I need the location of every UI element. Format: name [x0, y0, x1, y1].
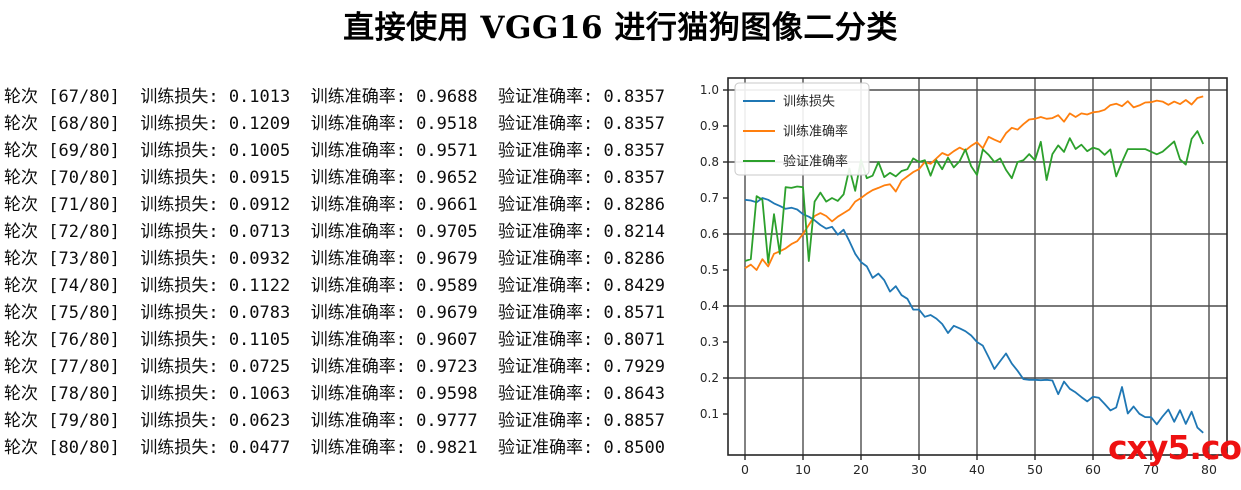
log-line: 轮次 [79/80] 训练损失: 0.0623 训练准确率: 0.9777 验证… — [4, 411, 665, 431]
log-line: 轮次 [73/80] 训练损失: 0.0932 训练准确率: 0.9679 验证… — [4, 249, 665, 269]
y-tick-label: 0.1 — [700, 407, 719, 421]
log-line: 轮次 [74/80] 训练损失: 0.1122 训练准确率: 0.9589 验证… — [4, 276, 665, 296]
page-title: 直接使用 VGG16 进行猫狗图像二分类 — [343, 10, 898, 46]
legend-label: 训练准确率 — [783, 124, 848, 140]
training-log: 轮次 [67/80] 训练损失: 0.1013 训练准确率: 0.9688 验证… — [4, 84, 665, 462]
log-line: 轮次 [72/80] 训练损失: 0.0713 训练准确率: 0.9705 验证… — [4, 222, 665, 242]
x-tick-label: 0 — [741, 462, 749, 477]
watermark: cxy5.com — [1108, 428, 1241, 467]
log-line: 轮次 [67/80] 训练损失: 0.1013 训练准确率: 0.9688 验证… — [4, 87, 665, 107]
log-line: 轮次 [71/80] 训练损失: 0.0912 训练准确率: 0.9661 验证… — [4, 195, 665, 215]
x-tick-label: 70 — [1143, 462, 1159, 477]
x-tick-label: 10 — [795, 462, 811, 477]
y-tick-label: 0.5 — [700, 263, 719, 277]
y-tick-label: 0.7 — [700, 191, 719, 205]
log-line: 轮次 [70/80] 训练损失: 0.0915 训练准确率: 0.9652 验证… — [4, 168, 665, 188]
log-line: 轮次 [76/80] 训练损失: 0.1105 训练准确率: 0.9607 验证… — [4, 330, 665, 350]
x-tick-label: 80 — [1201, 462, 1217, 477]
series-训练损失 — [744, 197, 1204, 434]
series-验证准确率 — [744, 130, 1205, 264]
log-line: 轮次 [68/80] 训练损失: 0.1209 训练准确率: 0.9518 验证… — [4, 114, 665, 134]
legend-label: 训练损失 — [783, 95, 835, 110]
series-训练准确率 — [744, 95, 1204, 271]
log-line: 轮次 [80/80] 训练损失: 0.0477 训练准确率: 0.9821 验证… — [4, 438, 665, 458]
y-tick-label: 0.9 — [700, 119, 719, 133]
legend-box — [734, 82, 870, 176]
x-tick-label: 40 — [969, 462, 985, 477]
log-line: 轮次 [69/80] 训练损失: 0.1005 训练准确率: 0.9571 验证… — [4, 141, 665, 161]
x-tick-label: 20 — [853, 462, 869, 477]
y-tick-label: 0.8 — [700, 155, 719, 169]
y-tick-label: 1.0 — [700, 83, 719, 97]
y-tick-label: 0.4 — [700, 299, 719, 313]
y-tick-label: 0.3 — [700, 335, 719, 349]
legend-label: 验证准确率 — [783, 154, 848, 170]
y-tick-label: 0.6 — [700, 227, 719, 241]
x-tick-label: 50 — [1027, 462, 1043, 477]
x-tick-label: 60 — [1085, 462, 1101, 477]
x-tick-label: 30 — [911, 462, 927, 477]
y-tick-label: 0.2 — [700, 371, 719, 385]
log-line: 轮次 [78/80] 训练损失: 0.1063 训练准确率: 0.9598 验证… — [4, 384, 665, 404]
log-line: 轮次 [75/80] 训练损失: 0.0783 训练准确率: 0.9679 验证… — [4, 303, 665, 323]
log-line: 轮次 [77/80] 训练损失: 0.0725 训练准确率: 0.9723 验证… — [4, 357, 665, 377]
training-chart: 0.1 0.2 0.3 0.4 0.5 0.6 0.7 0.8 0.9 1.0 0 10 20 30 40 5… — [700, 77, 1228, 477]
